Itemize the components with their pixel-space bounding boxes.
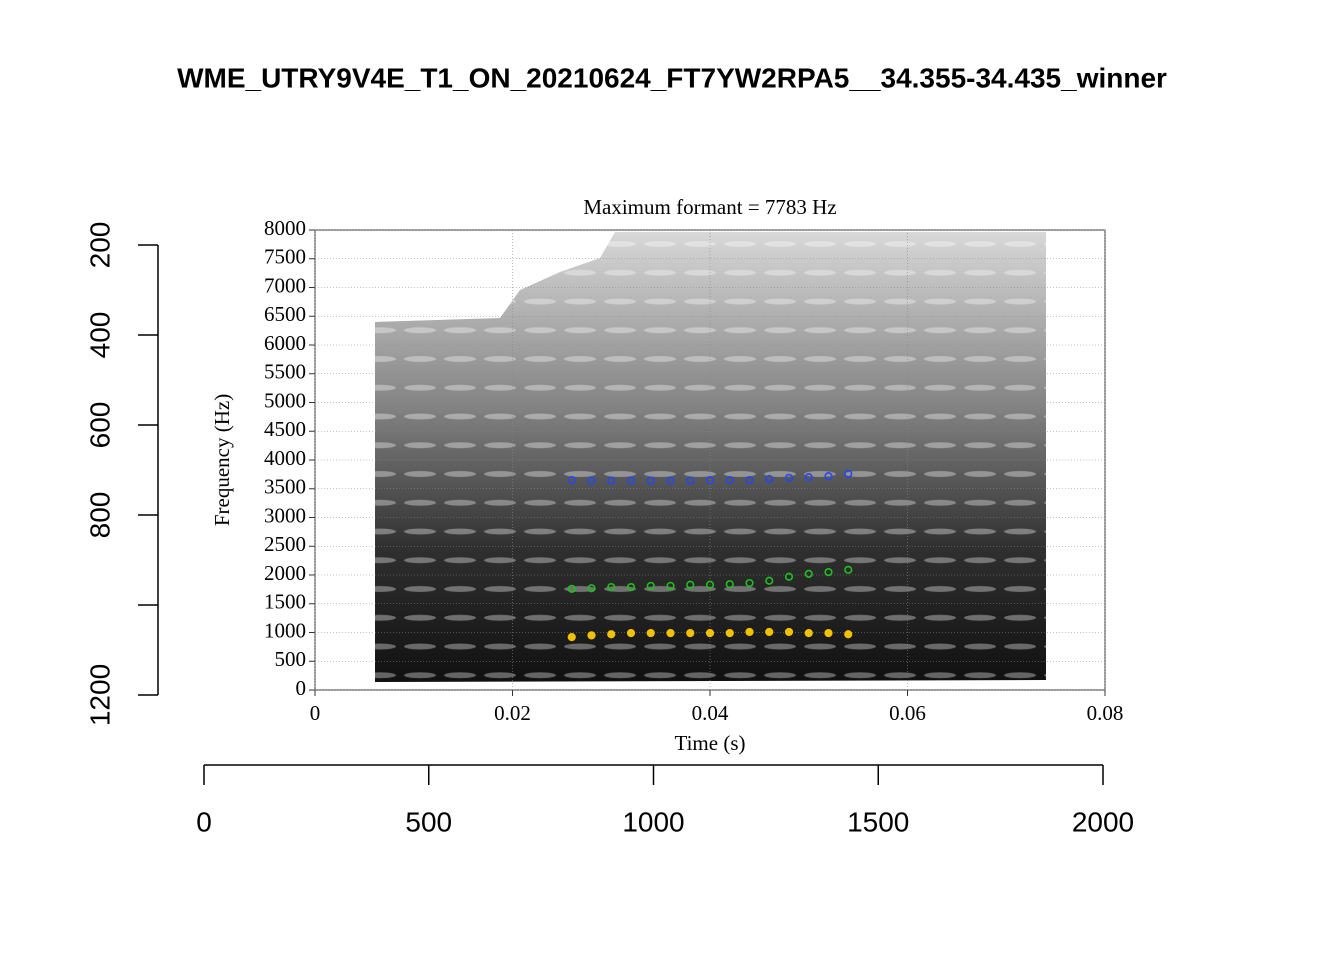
formant-point [745, 578, 754, 588]
y-tick-label: 5500 [264, 360, 306, 384]
formant-point [567, 476, 576, 485]
formant-point [824, 628, 833, 638]
y-tick-label: 6500 [264, 302, 306, 326]
formant-point [725, 628, 734, 638]
formant-point [666, 581, 675, 591]
y-tick-label: 7000 [264, 273, 306, 297]
formant-point [607, 630, 616, 639]
formant-point [626, 476, 636, 485]
y-tick-label: 1000 [264, 618, 306, 642]
formant-point [646, 628, 655, 638]
formant-point [646, 581, 655, 591]
y-tick-label: 3500 [264, 475, 306, 499]
formant-point [765, 576, 774, 585]
y-axis-label: Frequency (Hz) [210, 394, 234, 526]
formant-point [567, 632, 576, 642]
formant-point [784, 627, 794, 637]
x-tick-label: 0 [196, 806, 212, 837]
formant-point [705, 476, 715, 485]
formant-point [844, 630, 853, 639]
y-tick-label: 4000 [264, 446, 306, 470]
formant-point [686, 628, 695, 638]
formant-point [626, 582, 636, 592]
formant-point [784, 572, 794, 581]
y-tick-label: 6000 [264, 331, 306, 355]
formant-point [824, 472, 833, 481]
formant-point [705, 628, 715, 638]
formant-point [765, 474, 774, 484]
formant-point [587, 476, 596, 485]
formant-point [745, 476, 754, 485]
formant-point [607, 582, 616, 592]
x-tick-label: 0.04 [692, 701, 729, 725]
formant-point [804, 628, 813, 638]
y-tick-label: 2000 [264, 561, 306, 585]
y-tick-label: 8000 [264, 216, 306, 240]
y-tick-label: 400 [84, 312, 115, 359]
formant-point [804, 569, 813, 578]
y-tick-label: 0 [296, 676, 307, 700]
formant-point [686, 476, 695, 485]
formant-point [844, 565, 853, 574]
formant-point [666, 476, 675, 485]
formant-point [725, 476, 734, 485]
formant-point [745, 627, 754, 637]
x-tick-label: 0 [310, 701, 321, 725]
formant-point [705, 580, 715, 589]
x-tick-label: 500 [405, 806, 452, 837]
x-tick-label: 0.02 [494, 701, 531, 725]
formant-point [784, 473, 794, 482]
formant-point [587, 631, 596, 640]
y-tick-label: 4500 [264, 417, 306, 441]
formant-point [725, 580, 734, 589]
x-tick-label: 1000 [622, 806, 684, 837]
y-tick-label: 800 [84, 492, 115, 539]
formant-point [626, 628, 636, 638]
formant-point [646, 476, 655, 485]
x-axis-label: Time (s) [675, 731, 746, 755]
formant-point [567, 584, 576, 593]
formant-point [587, 584, 596, 593]
formant-point [607, 476, 616, 485]
y-tick-label: 2500 [264, 532, 306, 556]
x-tick-label: 2000 [1072, 806, 1134, 837]
formant-point [824, 568, 833, 577]
formant-point [686, 580, 695, 589]
formant-point [804, 473, 813, 482]
y-tick-label: 200 [84, 222, 115, 269]
y-tick-label: 600 [84, 402, 115, 449]
plot-title: Maximum formant = 7783 Hz [583, 195, 836, 219]
y-tick-label: 1500 [264, 590, 306, 614]
y-tick-label: 7500 [264, 245, 306, 269]
page-title: WME_UTRY9V4E_T1_ON_20210624_FT7YW2RPA5__… [177, 62, 1167, 93]
formant-point [666, 628, 675, 638]
y-tick-label: 1200 [84, 664, 115, 726]
x-tick-label: 1500 [847, 806, 909, 837]
x-tick-label: 0.06 [889, 701, 926, 725]
y-tick-label: 500 [275, 647, 307, 671]
y-tick-label: 3000 [264, 503, 306, 527]
formant-point [765, 627, 774, 637]
x-tick-label: 0.08 [1087, 701, 1124, 725]
y-tick-label: 5000 [264, 388, 306, 412]
spectrogram [375, 232, 1046, 682]
formant-point [844, 469, 853, 478]
